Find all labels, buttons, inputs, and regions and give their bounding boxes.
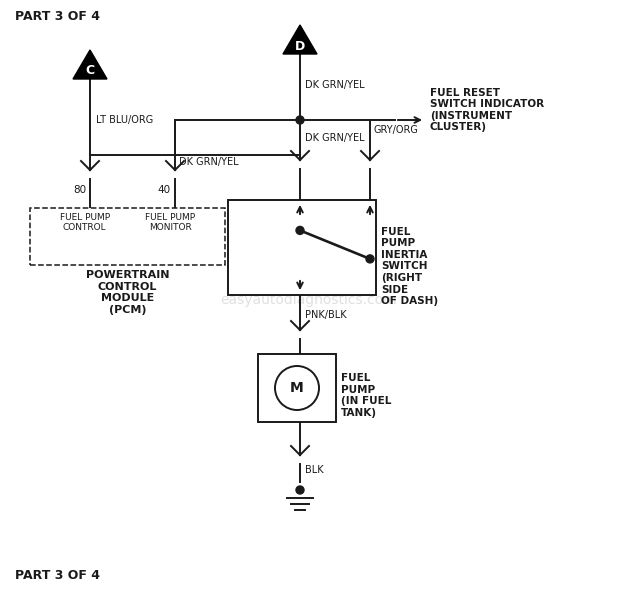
Text: FUEL PUMP
CONTROL: FUEL PUMP CONTROL: [59, 213, 109, 232]
Text: D: D: [295, 40, 305, 52]
Text: PNK/BLK: PNK/BLK: [305, 310, 347, 320]
Circle shape: [275, 366, 319, 410]
Bar: [228, 200, 376, 295]
Circle shape: [296, 226, 304, 235]
Text: POWERTRAIN
CONTROL
MODULE
(PCM): POWERTRAIN CONTROL MODULE (PCM): [86, 270, 169, 315]
Text: GRY/ORG: GRY/ORG: [373, 125, 418, 135]
Text: BLK: BLK: [305, 465, 324, 475]
Text: 40: 40: [158, 185, 171, 195]
Text: FUEL
PUMP
INERTIA
SWITCH
(RIGHT
SIDE
OF DASH): FUEL PUMP INERTIA SWITCH (RIGHT SIDE OF …: [381, 227, 438, 306]
Polygon shape: [283, 25, 317, 54]
Polygon shape: [73, 50, 107, 79]
Text: M: M: [290, 381, 304, 395]
Text: LT BLU/ORG: LT BLU/ORG: [96, 115, 153, 125]
Text: DK GRN/YEL: DK GRN/YEL: [305, 80, 365, 90]
Text: DK GRN/YEL: DK GRN/YEL: [305, 133, 365, 143]
Text: PART 3 OF 4: PART 3 OF 4: [15, 569, 100, 582]
Text: 80: 80: [73, 185, 86, 195]
Circle shape: [296, 116, 304, 124]
Text: DK GRN/YEL: DK GRN/YEL: [179, 157, 239, 167]
Bar: [258, 354, 336, 422]
Circle shape: [366, 255, 374, 263]
Text: FUEL RESET
SWITCH INDICATOR
(INSTRUMENT
CLUSTER): FUEL RESET SWITCH INDICATOR (INSTRUMENT …: [430, 88, 544, 133]
Bar: [30, 208, 225, 265]
Text: FUEL
PUMP
(IN FUEL
TANK): FUEL PUMP (IN FUEL TANK): [341, 373, 391, 418]
Text: easyautodiagnostics.com: easyautodiagnostics.com: [221, 293, 397, 307]
Text: PART 3 OF 4: PART 3 OF 4: [15, 10, 100, 23]
Text: C: C: [85, 64, 95, 77]
Circle shape: [296, 486, 304, 494]
Text: FUEL PUMP
MONITOR: FUEL PUMP MONITOR: [145, 213, 195, 232]
